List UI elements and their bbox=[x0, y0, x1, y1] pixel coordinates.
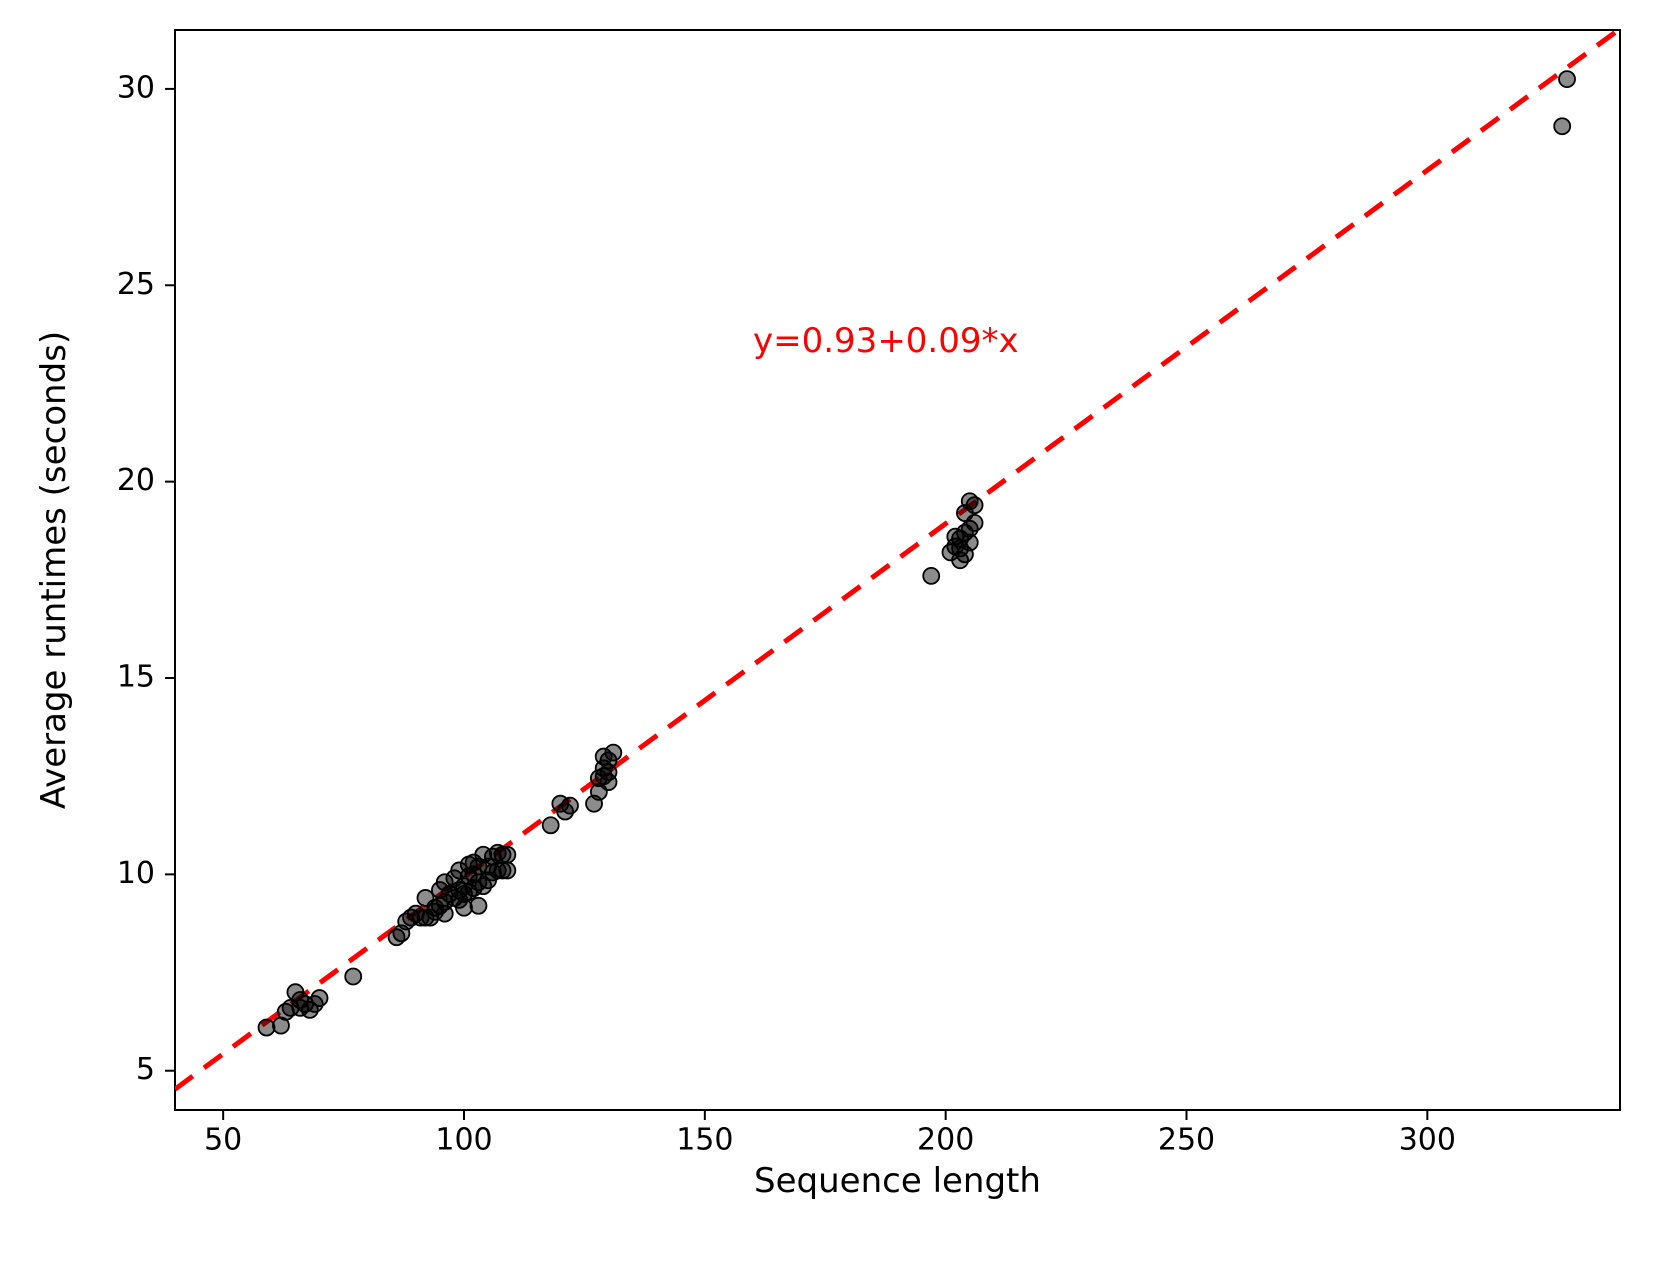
x-tick-label: 250 bbox=[1158, 1123, 1215, 1158]
scatter-point bbox=[259, 1020, 275, 1036]
y-axis-label: Average runtimes (seconds) bbox=[34, 331, 74, 809]
scatter-point bbox=[345, 968, 361, 984]
scatter-point bbox=[967, 515, 983, 531]
x-axis-label: Sequence length bbox=[754, 1161, 1041, 1201]
y-tick-label: 5 bbox=[136, 1052, 155, 1087]
x-tick-label: 200 bbox=[917, 1123, 974, 1158]
x-tick-label: 150 bbox=[676, 1123, 733, 1158]
scatter-point bbox=[605, 745, 621, 761]
scatter-points-group bbox=[259, 71, 1576, 1035]
scatter-point bbox=[967, 497, 983, 513]
y-tick-label: 25 bbox=[117, 267, 155, 302]
scatter-chart: 50 100 150 200 250 300 5 10 15 20 25 30 Sequence len… bbox=[0, 0, 1658, 1268]
scatter-point bbox=[1554, 118, 1570, 134]
scatter-point bbox=[312, 990, 328, 1006]
x-tick-label: 100 bbox=[435, 1123, 492, 1158]
scatter-point bbox=[470, 898, 486, 914]
scatter-point bbox=[562, 798, 578, 814]
x-tick-label: 50 bbox=[204, 1123, 242, 1158]
chart-svg: 50 100 150 200 250 300 5 10 15 20 25 30 Sequence len… bbox=[0, 0, 1658, 1268]
scatter-point bbox=[1559, 71, 1575, 87]
y-tick-label: 20 bbox=[117, 463, 155, 498]
regression-equation: y=0.93+0.09*x bbox=[753, 321, 1019, 361]
scatter-point bbox=[499, 862, 515, 878]
scatter-point bbox=[923, 568, 939, 584]
y-tick-label: 10 bbox=[117, 856, 155, 891]
scatter-point bbox=[499, 847, 515, 863]
plot-area-border bbox=[175, 30, 1620, 1110]
x-tick-label: 300 bbox=[1399, 1123, 1456, 1158]
scatter-point bbox=[543, 817, 559, 833]
y-tick-label: 30 bbox=[117, 70, 155, 105]
y-tick-label: 15 bbox=[117, 660, 155, 695]
